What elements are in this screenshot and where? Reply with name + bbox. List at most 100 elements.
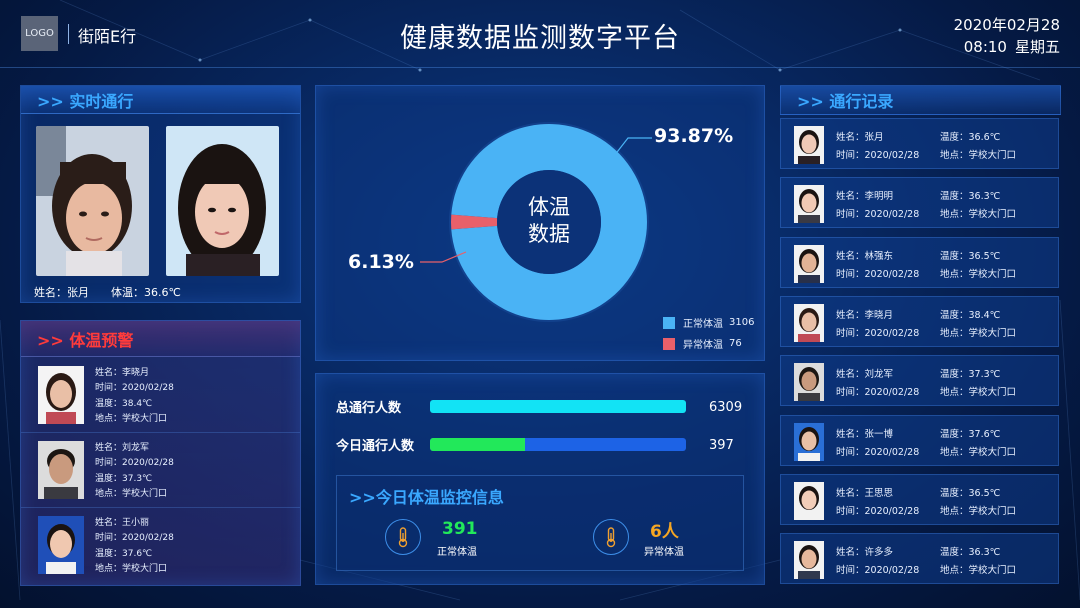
alert-name: 姓名：李晓月	[95, 368, 150, 378]
record-face-image	[794, 422, 824, 461]
alert-avatar	[38, 366, 84, 424]
alert-avatar	[38, 441, 84, 499]
record-time: 时间：2020/02/28	[836, 268, 920, 280]
realtime-title: >> 实时通行	[21, 86, 300, 114]
record-time: 时间：2020/02/28	[836, 209, 920, 221]
header-time: 08:10 星期五	[956, 36, 1060, 57]
donut-hole	[497, 170, 601, 274]
record-name: 姓名：张月	[836, 132, 884, 143]
record-face-image	[794, 185, 824, 224]
id-photo	[166, 126, 279, 276]
alert-name: 姓名：刘龙军	[95, 443, 150, 453]
today-traffic-label: 今日通行人数	[336, 439, 415, 454]
temperature-donut-panel: 体温 数据 93.87% 6.13% 正常体温 3106 异常体温 76	[315, 85, 765, 361]
record-item[interactable]: 姓名：林强东 时间：2020/02/28 温度：36.5℃ 地点：学校大门口	[780, 236, 1059, 288]
donut-center-line1: 体温	[528, 195, 570, 219]
thermometer-icon	[385, 519, 421, 555]
record-name: 姓名：张一博	[836, 428, 894, 440]
record-temp: 温度：36.6℃	[940, 132, 1001, 143]
record-item[interactable]: 姓名：李晓月 时间：2020/02/28 温度：38.4℃ 地点：学校大门口	[780, 295, 1059, 347]
record-temp: 温度：36.3℃	[940, 547, 1001, 559]
alert-place: 地点：学校大门口	[95, 413, 168, 424]
alert-temp: 温度：37.6℃	[95, 548, 153, 559]
daily-monitor-box: >>今日体温监控信息 391 正常体温 6人 异常体温	[336, 475, 744, 571]
legend-abnormal-value: 76	[729, 338, 742, 349]
alert-time: 时间：2020/02/28	[95, 533, 174, 544]
today-traffic-value: 397	[709, 438, 734, 453]
brand-divider	[68, 24, 69, 44]
total-traffic-value: 6309	[709, 400, 743, 415]
alert-face-image	[38, 366, 84, 424]
leader-line-normal	[613, 137, 652, 157]
record-item[interactable]: 姓名：李明明 时间：2020/02/28 温度：36.3℃ 地点：学校大门口	[780, 177, 1059, 229]
normal-temp-count: 391	[442, 519, 478, 539]
id-face-image	[166, 126, 279, 276]
record-avatar	[794, 422, 824, 461]
legend-normal-value: 3106	[729, 317, 755, 328]
donut-slice-normal	[451, 124, 647, 320]
header: LOGO 街陌E行 健康数据监测数字平台 2020年02月28 08:10 星期五	[0, 0, 1080, 68]
record-item[interactable]: 姓名：张一博时间：2020/02/28 温度：37.6℃ 地点：学校大门口	[780, 414, 1059, 466]
realtime-temp: 体温：36.6℃	[111, 286, 181, 299]
record-avatar	[794, 303, 824, 342]
record-avatar	[794, 185, 824, 224]
normal-temp-label: 正常体温	[437, 547, 477, 558]
thermometer-icon-glyph	[398, 527, 408, 548]
alert-item[interactable]: 姓名：王小丽 时间：2020/02/28 温度：37.6℃ 地点：学校大门口	[21, 508, 300, 583]
alert-face-image	[38, 516, 84, 574]
abnormal-temp-count: 6人	[650, 522, 679, 542]
record-avatar	[794, 541, 824, 580]
alert-item[interactable]: 姓名：刘龙军 时间：2020/02/28 温度：37.3℃ 地点：学校大门口	[21, 433, 300, 508]
record-place: 地点：学校大门口	[940, 446, 1017, 458]
alert-temp: 温度：37.3℃	[95, 473, 153, 484]
record-name: 姓名：王思思	[836, 487, 894, 499]
legend-abnormal-label: 异常体温	[683, 340, 723, 351]
realtime-panel: >> 实时通行 姓名：张月 体温：36.6℃	[20, 85, 301, 303]
header-clock: 08:10	[963, 38, 1007, 56]
leader-line-abnormal	[420, 251, 467, 263]
alert-item[interactable]: 姓名：李晓月 时间：2020/02/28 温度：38.4℃ 地点：学校大门口	[21, 358, 300, 433]
donut-slice-abnormal	[451, 214, 498, 230]
header-date: 2020年02月28	[953, 16, 1060, 34]
alert-avatar	[38, 516, 84, 574]
alert-place: 地点：学校大门口	[95, 488, 168, 499]
records-panel: >> 通行记录 姓名：张月 时间：2020/02/28 温度：36.6℃ 地点：学校大…	[780, 85, 1061, 590]
abnormal-percent: 6.13%	[348, 251, 414, 273]
capture-face-image	[36, 126, 149, 276]
record-time: 时间：2020/02/28	[836, 327, 920, 339]
record-place: 地点：学校大门口	[940, 387, 1017, 399]
record-time: 时间：2020/02/28	[836, 446, 920, 458]
alert-details: 姓名：刘龙军 时间：2020/02/28 温度：37.3℃ 地点：学校大门口	[95, 441, 174, 502]
legend-normal: 正常体温 3106	[663, 315, 754, 330]
legend-normal-label: 正常体温	[683, 319, 723, 330]
record-item[interactable]: 姓名：王思思 时间：2020/02/28 温度：36.5℃ 地点：学校大门口	[780, 473, 1059, 525]
legend-normal-swatch	[663, 316, 675, 329]
record-face-image	[794, 363, 824, 402]
record-item[interactable]: 姓名：刘龙军 时间：2020/02/28 温度：37.3℃ 地点：学校大门口	[780, 355, 1059, 407]
brand-name: 街陌E行	[78, 27, 137, 46]
alert-temp: 温度：38.4℃	[95, 398, 153, 409]
donut-center-label: 体温 数据	[509, 194, 589, 248]
traffic-panel: 总通行人数 6309 今日通行人数 397 >>今日体温监控信息 391 正常体…	[315, 373, 765, 585]
record-item[interactable]: 姓名：许多多 时间：2020/02/28 温度：36.3℃ 地点：学校大门口	[780, 533, 1059, 585]
thermometer-icon	[593, 519, 629, 555]
alert-panel: >> 体温预警 姓名：李晓月 时间：2020/02/28 温度：38.4℃ 地点…	[20, 320, 301, 586]
record-place: 地点：学校大门口	[940, 209, 1017, 221]
monitor-title: >>今日体温监控信息	[349, 488, 504, 507]
alert-details: 姓名：王小丽 时间：2020/02/28 温度：37.6℃ 地点：学校大门口	[95, 516, 174, 577]
record-avatar	[794, 363, 824, 402]
record-name: 姓名：林强东	[836, 250, 894, 262]
record-item[interactable]: 姓名：张月 时间：2020/02/28 温度：36.6℃ 地点：学校大门口	[780, 118, 1059, 169]
record-temp: 温度：36.5℃	[940, 250, 1001, 262]
thermometer-icon-glyph	[606, 527, 616, 548]
logo: LOGO	[21, 16, 58, 51]
record-temp: 温度：37.6℃	[940, 428, 1001, 440]
record-face-image	[794, 481, 824, 520]
record-avatar	[794, 481, 824, 520]
record-face-image	[794, 244, 824, 283]
alert-name: 姓名：王小丽	[95, 518, 150, 528]
capture-photo	[36, 126, 149, 276]
header-weekday: 星期五	[1014, 38, 1060, 56]
record-temp: 温度：38.4℃	[940, 309, 1001, 321]
record-place: 地点：学校大门口	[940, 327, 1017, 339]
